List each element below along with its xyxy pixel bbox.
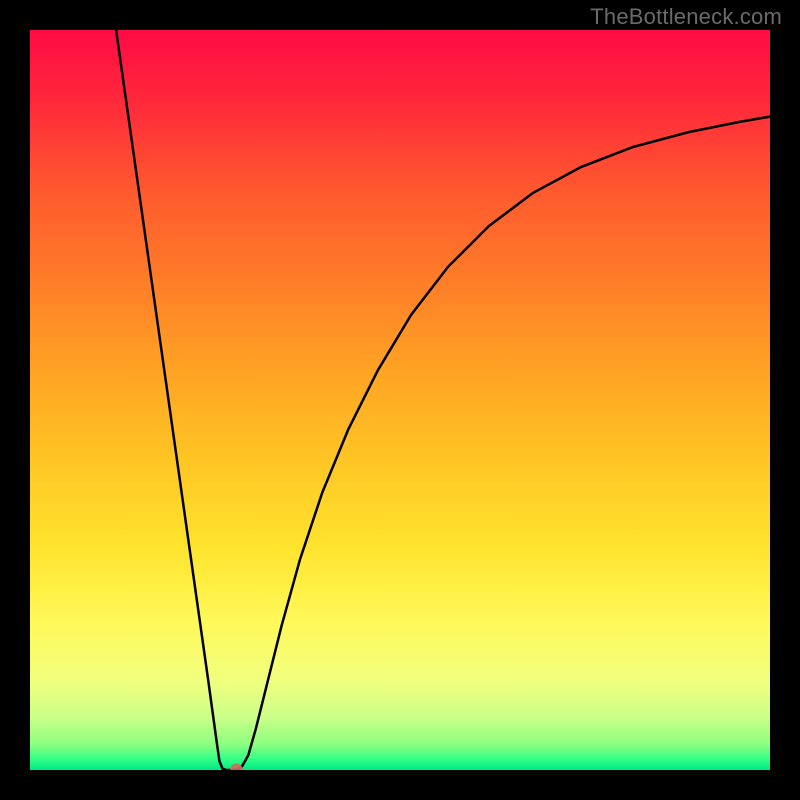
plot-area — [30, 30, 770, 770]
bottleneck-curve — [83, 30, 770, 770]
chart-frame: TheBottleneck.com — [0, 0, 800, 800]
watermark-text: TheBottleneck.com — [590, 4, 782, 30]
curve-layer — [30, 30, 770, 770]
minimum-marker — [230, 764, 243, 771]
